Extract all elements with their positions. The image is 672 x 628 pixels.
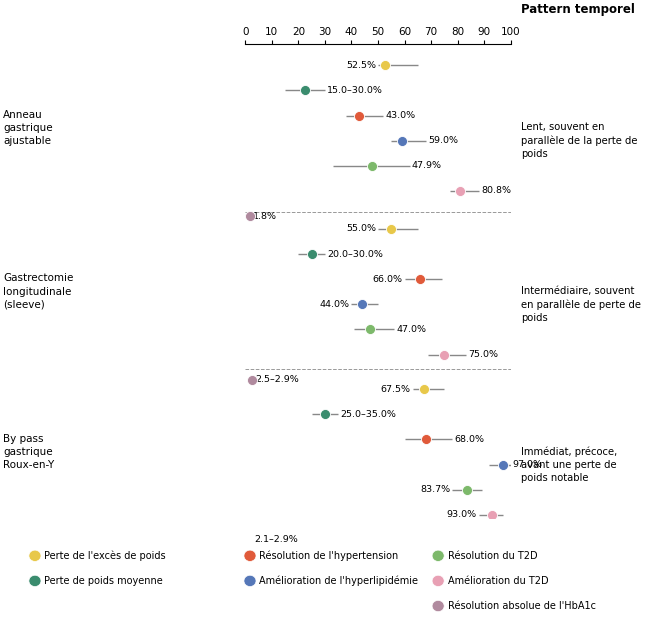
Point — [439, 350, 450, 360]
Point — [396, 136, 407, 146]
Text: 52.5%: 52.5% — [346, 61, 376, 70]
Text: Résolution absolue de l'HbA1c: Résolution absolue de l'HbA1c — [448, 601, 595, 611]
Point — [487, 510, 497, 520]
Point — [415, 274, 426, 284]
Text: 55.0%: 55.0% — [346, 224, 376, 234]
Text: 47.9%: 47.9% — [412, 161, 442, 170]
Point — [247, 375, 258, 385]
Point — [320, 409, 331, 420]
Text: Gastrectomie
longitudinale
(sleeve): Gastrectomie longitudinale (sleeve) — [3, 274, 74, 310]
Text: 66.0%: 66.0% — [372, 274, 403, 284]
Text: 44.0%: 44.0% — [319, 300, 349, 309]
Text: Résolution du T2D: Résolution du T2D — [448, 551, 537, 561]
Point — [365, 325, 376, 335]
Text: Lent, souvent en
parallèle de la perte de
poids: Lent, souvent en parallèle de la perte d… — [521, 122, 637, 160]
Text: Pattern temporel: Pattern temporel — [521, 3, 634, 16]
Point — [367, 161, 378, 171]
Point — [454, 186, 465, 196]
Point — [462, 485, 473, 495]
Point — [357, 299, 368, 309]
Text: Perte de l'excès de poids: Perte de l'excès de poids — [44, 551, 166, 561]
Point — [421, 435, 431, 445]
Text: 75.0%: 75.0% — [468, 350, 498, 359]
Point — [497, 460, 508, 470]
Text: 15.0–30.0%: 15.0–30.0% — [327, 86, 383, 95]
Text: 68.0%: 68.0% — [454, 435, 485, 444]
Text: 1.8%: 1.8% — [253, 212, 277, 220]
Text: 80.8%: 80.8% — [481, 187, 511, 195]
Text: 83.7%: 83.7% — [420, 485, 450, 494]
Text: Immédiat, précoce,
avant une perte de
poids notable: Immédiat, précoce, avant une perte de po… — [521, 446, 617, 483]
Text: Intermédiaire, souvent
en parallèle de perte de
poids: Intermédiaire, souvent en parallèle de p… — [521, 286, 641, 323]
Text: 97.0%: 97.0% — [513, 460, 543, 469]
Text: Résolution de l'hypertension: Résolution de l'hypertension — [259, 551, 398, 561]
Point — [245, 211, 255, 221]
Text: 43.0%: 43.0% — [386, 111, 415, 120]
Text: 47.0%: 47.0% — [396, 325, 426, 334]
Text: By pass
gastrique
Roux-en-Y: By pass gastrique Roux-en-Y — [3, 434, 54, 470]
Text: Anneau
gastrique
ajustable: Anneau gastrique ajustable — [3, 110, 53, 146]
Point — [419, 384, 430, 394]
Point — [379, 60, 390, 70]
Text: Amélioration du T2D: Amélioration du T2D — [448, 576, 548, 586]
Text: 59.0%: 59.0% — [428, 136, 458, 145]
Point — [300, 85, 310, 95]
Text: 2.5–2.9%: 2.5–2.9% — [255, 375, 299, 384]
Text: Amélioration de l'hyperlipidémie: Amélioration de l'hyperlipidémie — [259, 576, 419, 586]
Text: 67.5%: 67.5% — [380, 384, 411, 394]
Point — [354, 111, 365, 121]
Text: Perte de poids moyenne: Perte de poids moyenne — [44, 576, 163, 586]
Text: 93.0%: 93.0% — [447, 511, 476, 519]
Point — [306, 249, 317, 259]
Point — [247, 535, 257, 545]
Text: 20.0–30.0%: 20.0–30.0% — [327, 249, 383, 259]
Text: 2.1–2.9%: 2.1–2.9% — [255, 536, 298, 544]
Text: 25.0–35.0%: 25.0–35.0% — [340, 409, 396, 419]
Point — [386, 224, 396, 234]
